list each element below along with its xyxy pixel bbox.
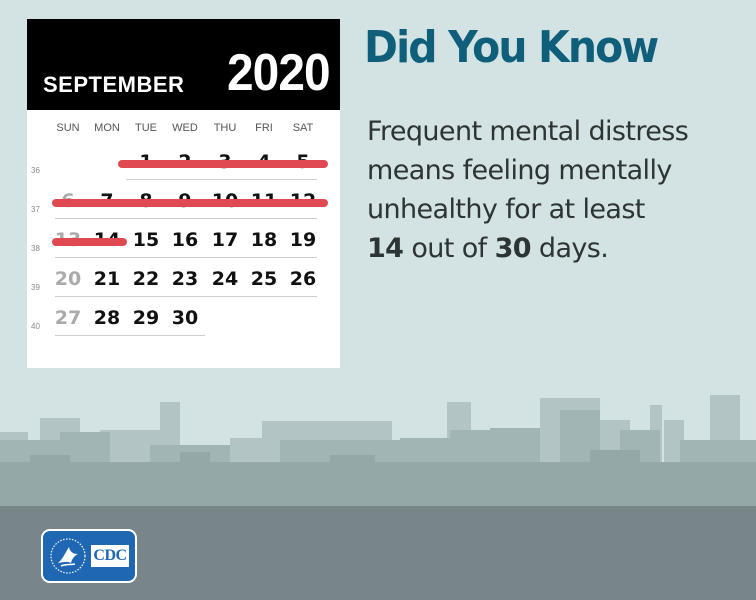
fact-end: days. — [530, 233, 609, 264]
fact-line-1: Frequent mental distress — [367, 116, 689, 147]
days-total: 30 — [494, 233, 532, 264]
calendar-day: 23 — [171, 268, 199, 290]
week-number: 36 — [31, 166, 40, 175]
weekday-thu: THU — [213, 122, 237, 134]
week-row-divider — [126, 179, 317, 180]
week-number: 38 — [31, 244, 40, 253]
calendar-day: 29 — [132, 307, 160, 329]
calendar-day: 15 — [132, 229, 160, 251]
calendar-day: 28 — [93, 307, 121, 329]
strikethrough-line — [52, 238, 127, 246]
calendar-day: 19 — [289, 229, 317, 251]
calendar-day: 25 — [250, 268, 278, 290]
week-number: 40 — [31, 322, 40, 331]
weekday-fri: FRI — [255, 122, 273, 134]
calendar-day: 30 — [171, 307, 199, 329]
calendar-day: 18 — [250, 229, 278, 251]
strikethrough-line — [52, 199, 328, 207]
weekday-sat: SAT — [292, 122, 314, 134]
week-number: 39 — [31, 283, 40, 292]
week-row-divider — [55, 257, 317, 258]
fact-line-3: unhealthy for at least — [367, 194, 645, 225]
calendar-header: SEPTEMBER 2020 — [27, 19, 340, 110]
week-number: 37 — [31, 205, 40, 214]
cdc-wordmark: CDC — [91, 545, 129, 567]
fact-text: Frequent mental distress means feeling m… — [367, 112, 747, 268]
calendar-page: SEPTEMBER 2020 SUNMONTUEWEDTHUFRISAT3612… — [27, 19, 340, 368]
calendar-day: 22 — [132, 268, 160, 290]
calendar-year: 2020 — [227, 44, 331, 102]
week-row-divider — [55, 335, 205, 336]
calendar-day: 26 — [289, 268, 317, 290]
week-row-divider — [55, 218, 317, 219]
fact-connector: out of — [403, 233, 495, 264]
calendar-month: SEPTEMBER — [43, 72, 185, 97]
calendar-day: 20 — [54, 268, 82, 290]
fact-line-2: means feeling mentally — [367, 155, 672, 186]
weekday-sun: SUN — [56, 122, 80, 134]
calendar-day: 16 — [171, 229, 199, 251]
cdc-logo: CDC — [41, 529, 137, 583]
calendar-day: 21 — [93, 268, 121, 290]
week-row-divider — [55, 296, 317, 297]
strikethrough-line — [118, 160, 328, 168]
hhs-eagle-seal-icon — [50, 538, 86, 574]
days-count: 14 — [367, 233, 404, 264]
weekday-mon: MON — [94, 122, 120, 134]
calendar-day: 27 — [54, 307, 82, 329]
weekday-wed: WED — [172, 122, 198, 134]
headline: Did You Know — [364, 22, 659, 73]
calendar-day: 24 — [211, 268, 239, 290]
calendar-day: 17 — [211, 229, 239, 251]
fact-line-4: 14 out of 30 days. — [367, 229, 747, 268]
weekday-tue: TUE — [135, 122, 157, 134]
